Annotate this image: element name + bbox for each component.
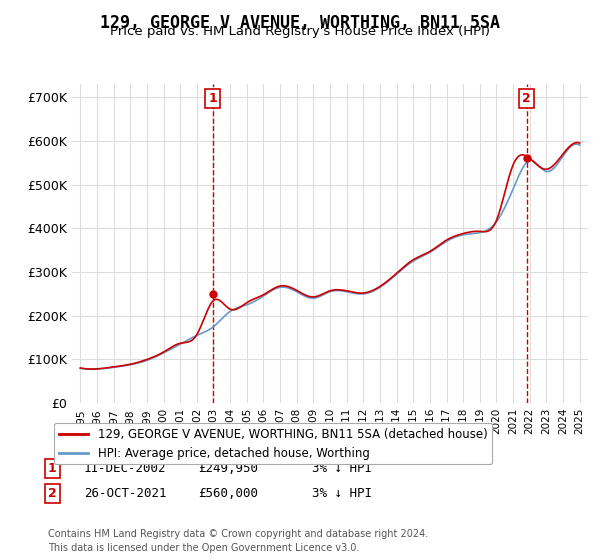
Text: 11-DEC-2002: 11-DEC-2002: [84, 462, 167, 475]
Legend: 129, GEORGE V AVENUE, WORTHING, BN11 5SA (detached house), HPI: Average price, d: 129, GEORGE V AVENUE, WORTHING, BN11 5SA…: [54, 423, 492, 464]
Text: This data is licensed under the Open Government Licence v3.0.: This data is licensed under the Open Gov…: [48, 543, 359, 553]
Text: Contains HM Land Registry data © Crown copyright and database right 2024.: Contains HM Land Registry data © Crown c…: [48, 529, 428, 539]
Text: 1: 1: [48, 462, 57, 475]
Text: 2: 2: [48, 487, 57, 500]
Text: 129, GEORGE V AVENUE, WORTHING, BN11 5SA: 129, GEORGE V AVENUE, WORTHING, BN11 5SA: [100, 14, 500, 32]
Text: 26-OCT-2021: 26-OCT-2021: [84, 487, 167, 500]
Text: Price paid vs. HM Land Registry's House Price Index (HPI): Price paid vs. HM Land Registry's House …: [110, 25, 490, 38]
Text: 3% ↓ HPI: 3% ↓ HPI: [312, 462, 372, 475]
Text: £560,000: £560,000: [198, 487, 258, 500]
Text: £249,950: £249,950: [198, 462, 258, 475]
Text: 1: 1: [208, 92, 217, 105]
Text: 3% ↓ HPI: 3% ↓ HPI: [312, 487, 372, 500]
Text: 2: 2: [523, 92, 531, 105]
